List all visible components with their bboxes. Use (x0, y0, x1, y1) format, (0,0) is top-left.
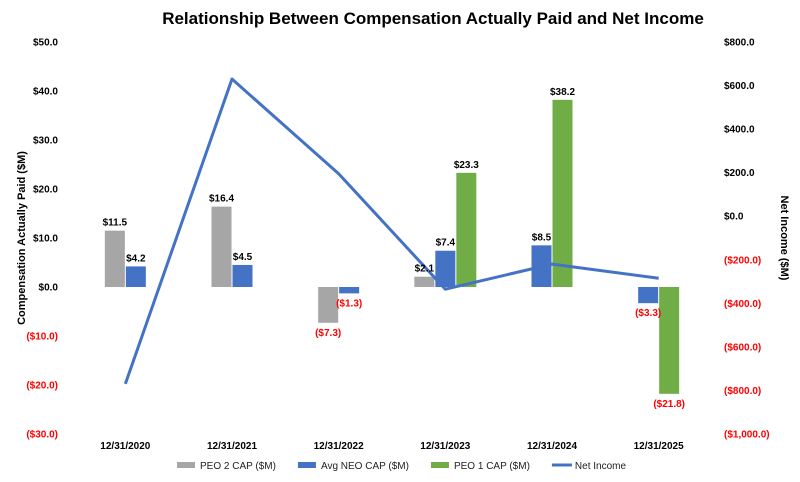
legend-swatch (430, 462, 449, 468)
bar-data-label: ($21.8) (653, 399, 685, 410)
bar-peo-2-cap-m (104, 230, 125, 287)
category-label: 12/31/2023 (420, 441, 470, 452)
line-layer (123, 77, 659, 385)
bars-layer (104, 99, 680, 394)
bar-data-label: $16.4 (209, 194, 234, 205)
category-label: 12/31/2022 (314, 441, 364, 452)
category-axis-ticks: 12/31/2020 12/31/2021 12/31/2022 12/31/2023… (100, 441, 684, 452)
bar-avg-neo-cap-m (435, 250, 456, 287)
bar-avg-neo-cap-m (125, 266, 146, 287)
bar-peo-2-cap-m (414, 276, 435, 287)
legend-label: PEO 1 CAP ($M) (454, 461, 530, 472)
right-tick-label: $600.0 (724, 81, 755, 92)
left-tick-label: $0.0 (39, 283, 59, 294)
bar-data-label: $11.5 (103, 218, 128, 229)
legend-swatch (297, 462, 316, 468)
right-tick-label: ($1,000.0) (724, 430, 770, 441)
left-tick-label: $30.0 (33, 136, 58, 147)
left-tick-label: ($20.0) (26, 381, 58, 392)
bar-data-label: ($3.3) (635, 308, 661, 319)
bar-peo-1-cap-m (552, 99, 573, 287)
left-tick-label: $20.0 (33, 185, 58, 196)
left-tick-label: $10.0 (33, 234, 58, 245)
bar-data-label: $4.2 (126, 253, 146, 264)
bar-data-label: $4.5 (233, 252, 253, 263)
bar-data-label: $7.4 (436, 238, 456, 249)
bar-data-label: ($1.3) (336, 298, 362, 309)
right-tick-label: ($200.0) (724, 255, 761, 266)
bar-data-label: ($7.3) (315, 328, 341, 339)
bar-data-label: $38.2 (550, 87, 575, 98)
legend-label: PEO 2 CAP ($M) (200, 461, 276, 472)
left-tick-label: ($10.0) (26, 332, 58, 343)
category-label: 12/31/2020 (100, 441, 150, 452)
bar-avg-neo-cap-m (232, 264, 253, 287)
right-tick-label: ($400.0) (724, 299, 761, 310)
bar-peo-2-cap-m (211, 206, 232, 287)
left-tick-label: $50.0 (33, 38, 58, 49)
category-label: 12/31/2024 (527, 441, 577, 452)
left-tick-label: ($30.0) (26, 430, 58, 441)
right-tick-label: $0.0 (724, 212, 744, 223)
bar-peo-2-cap-m (318, 287, 339, 323)
bar-avg-neo-cap-m (339, 287, 360, 294)
left-axis-ticks: $50.0 $40.0 $30.0 $20.0 $10.0 $0.0 ($10.0) ($20… (26, 38, 58, 441)
right-tick-label: ($800.0) (724, 386, 761, 397)
right-tick-label: ($600.0) (724, 342, 761, 353)
right-tick-label: $200.0 (724, 168, 755, 179)
legend: PEO 2 CAP ($M) Avg NEO CAP ($M) PEO 1 CAP … (177, 461, 626, 472)
chart-title: Relationship Between Compensation Actual… (162, 9, 704, 28)
legend-swatch (177, 462, 195, 468)
bar-peo-1-cap-m (659, 287, 680, 394)
legend-label: Net Income (575, 461, 627, 472)
legend-label: Avg NEO CAP ($M) (321, 461, 409, 472)
left-tick-label: $40.0 (33, 87, 58, 98)
bar-data-label: $23.3 (454, 160, 479, 171)
right-axis-ticks: $800.0 $600.0 $400.0 $200.0 $0.0 ($200.0) ($40… (724, 38, 770, 441)
left-axis-label: Compensation Actually Paid ($M) (16, 151, 28, 325)
category-label: 12/31/2021 (207, 441, 257, 452)
net-income-line (123, 77, 659, 385)
category-label: 12/31/2025 (634, 441, 684, 452)
bar-data-label: $8.5 (532, 232, 552, 243)
right-tick-label: $800.0 (724, 38, 755, 49)
data-labels-layer: $11.5 $4.2 $16.4 $4.5 ($7.3) ($1.3) $2.1 $7.4 $2… (103, 87, 685, 410)
bar-peo-1-cap-m (456, 172, 477, 287)
right-axis-label: Net Income ($M) (778, 196, 790, 281)
bar-data-label: $2.1 (415, 264, 435, 275)
bar-avg-neo-cap-m (638, 287, 659, 304)
right-tick-label: $400.0 (724, 125, 755, 136)
